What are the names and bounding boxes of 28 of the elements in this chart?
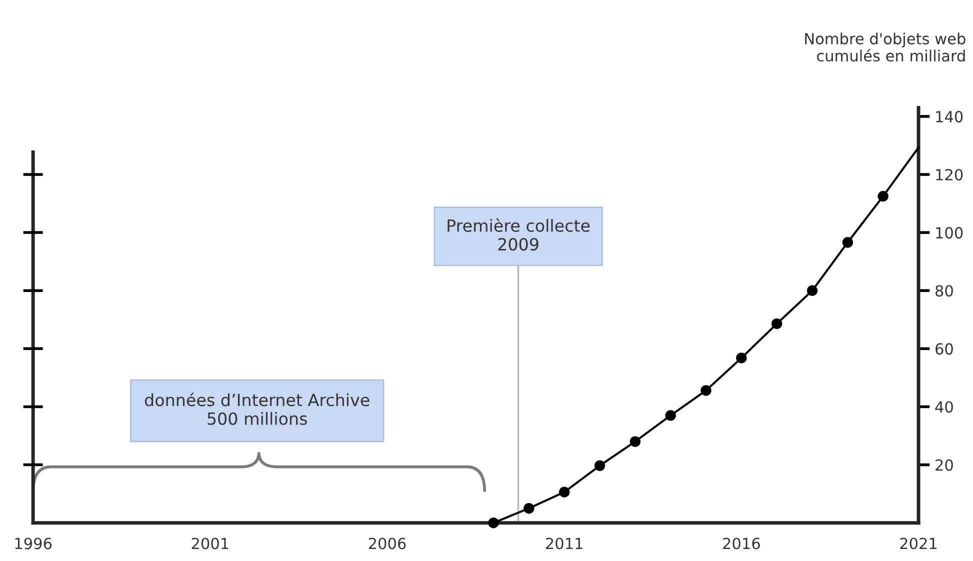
ref-line-label: Première collecte 2009 (448, 218, 590, 251)
point (488, 518, 499, 528)
y-tick-label: 80 (936, 285, 953, 297)
y-tick-label: 140 (936, 110, 963, 122)
point (878, 190, 888, 202)
point (630, 436, 641, 447)
point (700, 385, 712, 396)
y-tick-label: 20 (936, 459, 953, 471)
y-tick-label: 60 (936, 343, 953, 355)
point (736, 352, 747, 364)
point (771, 318, 782, 330)
point (665, 410, 676, 421)
point (806, 285, 818, 296)
y-tick-label: 40 (935, 401, 953, 413)
point (524, 502, 534, 514)
y-tick-label: 100 (936, 227, 963, 239)
x-tick-label: 2001 (192, 538, 228, 550)
x-tick-label: 2011 (546, 538, 582, 550)
x-tick-label: 2021 (900, 538, 937, 550)
y-axis-title: Nombre d'objets web cumulés en milliard (805, 32, 966, 62)
x-tick-label: 2016 (723, 538, 760, 550)
point (594, 460, 606, 472)
annotation: données d’Internet Archive 500 millions (144, 392, 370, 425)
y-tick-label: 120 (936, 168, 963, 181)
x-tick-label: 1996 (15, 538, 52, 550)
x-tick-label: 2006 (368, 538, 406, 550)
point (558, 486, 570, 498)
point (842, 237, 854, 248)
